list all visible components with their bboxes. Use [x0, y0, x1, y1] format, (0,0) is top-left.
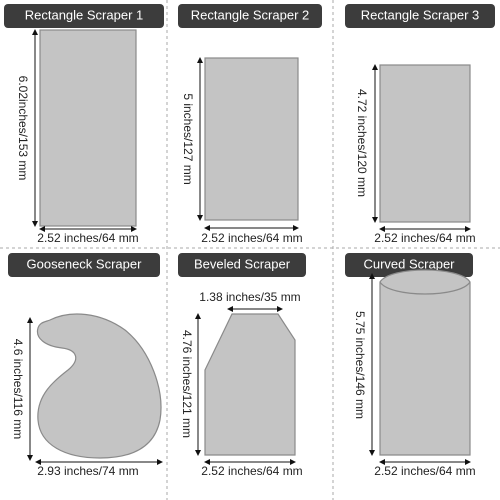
scraper-shape: [204, 313, 296, 456]
width-label: 2.52 inches/64 mm: [374, 464, 475, 478]
height-label: 4.72 inches/120 mm: [355, 89, 369, 197]
title-box: [4, 4, 164, 28]
width-label: 2.52 inches/64 mm: [374, 231, 475, 245]
curve-edge: [379, 281, 471, 295]
height-label: 6.02inches/153 mm: [16, 76, 30, 181]
panel-title: Curved Scraper: [363, 256, 455, 271]
panel-title: Gooseneck Scraper: [27, 256, 143, 271]
title-box: [345, 4, 495, 28]
width-label: 2.52 inches/64 mm: [201, 464, 302, 478]
scraper-shape: [39, 29, 137, 227]
height-label: 5 inches/127 mm: [181, 93, 195, 184]
title-box: [8, 253, 160, 277]
scraper-shape: [204, 57, 299, 221]
scraper-shape: [36, 313, 162, 459]
title-box: [178, 253, 306, 277]
panel-title: Rectangle Scraper 2: [191, 7, 310, 22]
title-box: [178, 4, 322, 28]
width-label: 2.52 inches/64 mm: [37, 231, 138, 245]
width-label: 2.52 inches/64 mm: [201, 231, 302, 245]
scraper-shape: [379, 269, 471, 456]
panel-title: Rectangle Scraper 3: [361, 7, 480, 22]
scraper-shape: [379, 64, 471, 223]
height-label: 4.6 inches/116 mm: [11, 339, 25, 440]
width-label: 2.93 inches/74 mm: [37, 464, 138, 478]
panel-title: Beveled Scraper: [194, 256, 291, 271]
panel-title: Rectangle Scraper 1: [25, 7, 144, 22]
height-label: 5.75 inches/146 mm: [353, 311, 367, 419]
height-label: 4.76 inches/121 mm: [180, 330, 194, 438]
top-label: 1.38 inches/35 mm: [199, 290, 300, 304]
